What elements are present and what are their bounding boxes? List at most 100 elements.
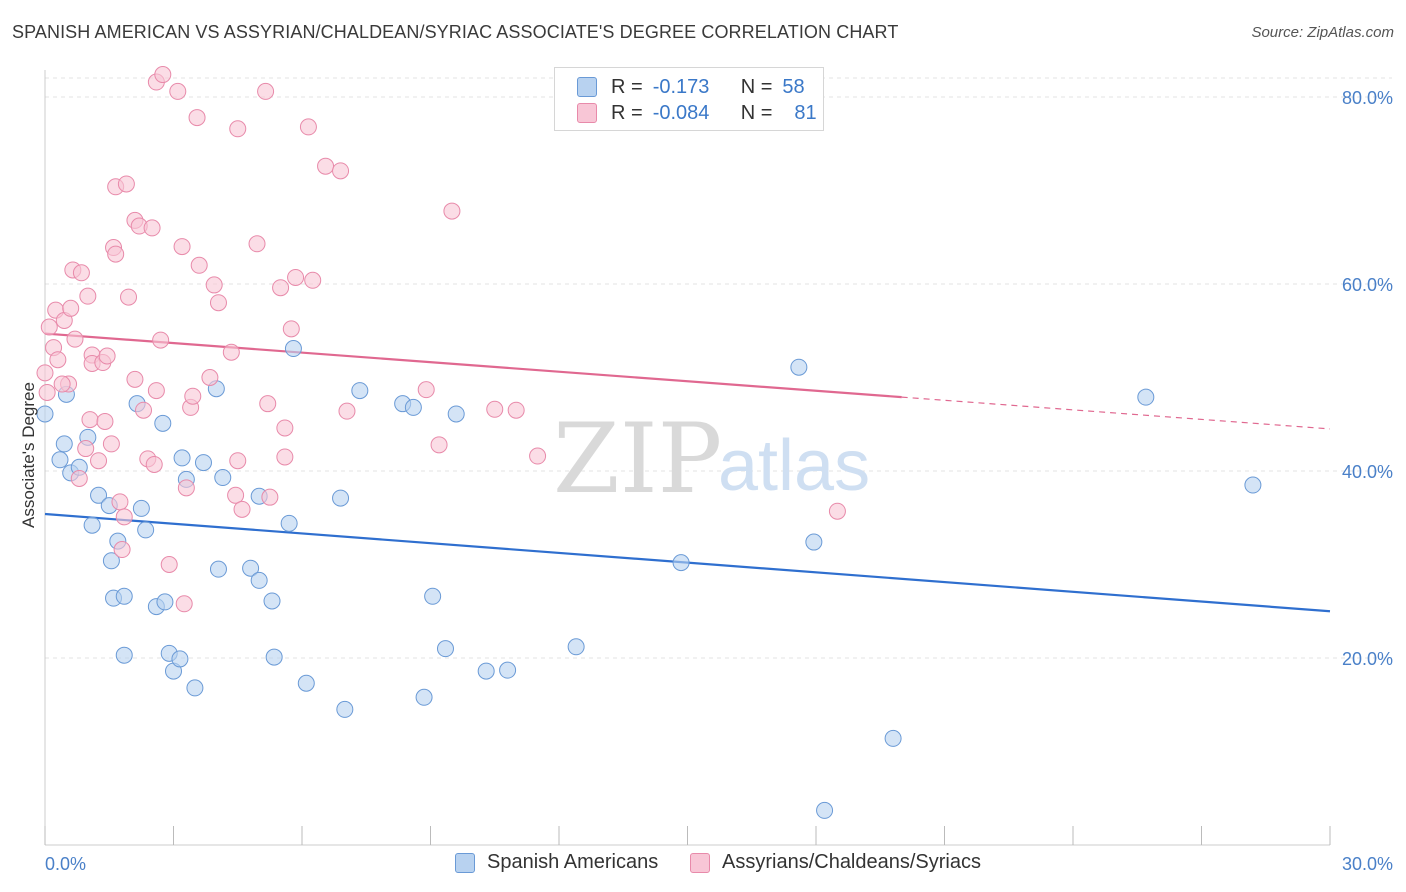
point-assyrians: [317, 157, 335, 175]
point-assyrians: [36, 364, 54, 382]
point-assyrians: [222, 343, 240, 361]
point-spanish-americans: [447, 405, 465, 423]
chart-source: Source: ZipAtlas.com: [1251, 24, 1394, 41]
point-spanish-americans: [884, 729, 902, 747]
point-assyrians: [188, 109, 206, 127]
point-spanish-americans: [263, 592, 281, 610]
point-spanish-americans: [242, 559, 260, 577]
point-spanish-americans: [156, 593, 174, 611]
point-assyrians: [229, 120, 247, 138]
y-tick-label: 60.0%: [1342, 275, 1393, 295]
point-assyrians: [72, 264, 90, 282]
point-assyrians: [175, 595, 193, 613]
point-spanish-americans: [332, 489, 350, 507]
point-spanish-americans: [672, 554, 690, 572]
point-assyrians: [49, 351, 67, 369]
point-assyrians: [272, 279, 290, 297]
point-spanish-americans: [297, 674, 315, 692]
legend-n-label: N =: [740, 75, 773, 98]
point-spanish-americans: [280, 514, 298, 532]
point-assyrians: [98, 347, 116, 365]
point-assyrians: [147, 382, 165, 400]
legend-row-assyrians: R = -0.084 N = 81: [577, 100, 817, 126]
point-assyrians: [259, 395, 277, 413]
legend-row-spanish-americans: R = -0.173 N = 58: [577, 74, 805, 100]
axes: [44, 70, 1331, 846]
point-assyrians: [227, 486, 245, 504]
point-assyrians: [529, 447, 547, 465]
point-assyrians: [299, 118, 317, 136]
point-spanish-americans: [115, 646, 133, 664]
watermark-zip: ZIP: [553, 403, 722, 515]
watermark-atlas: atlas: [718, 426, 870, 506]
point-spanish-americans: [816, 801, 834, 819]
point-spanish-americans: [404, 398, 422, 416]
series-legend-assyrians: Assyrians/Chaldeans/Syriacs: [690, 851, 981, 874]
x-tick-label: 0.0%: [45, 854, 86, 874]
point-spanish-americans: [132, 499, 150, 517]
point-spanish-americans: [51, 451, 69, 469]
stats-legend: R = -0.173 N = 58 R = -0.084 N = 81: [554, 67, 824, 131]
point-assyrians: [96, 412, 114, 430]
point-assyrians: [201, 369, 219, 386]
point-assyrians: [77, 440, 95, 458]
point-assyrians: [169, 82, 187, 100]
point-spanish-americans: [186, 679, 204, 697]
point-assyrians: [102, 435, 120, 453]
legend-r-value: -0.084: [652, 101, 710, 124]
trend-line-assyrians: [44, 332, 902, 399]
pink-swatch: [577, 103, 597, 123]
watermark: ZIP atlas: [553, 403, 870, 515]
legend-n-label: N =: [740, 101, 773, 124]
point-assyrians: [184, 387, 202, 405]
point-assyrians: [338, 402, 356, 420]
point-assyrians: [107, 245, 125, 263]
chart-title: SPANISH AMERICAN VS ASSYRIAN/CHALDEAN/SY…: [12, 22, 899, 42]
point-spanish-americans: [336, 700, 354, 718]
point-assyrians: [113, 541, 131, 559]
point-assyrians: [160, 556, 178, 573]
point-assyrians: [507, 401, 525, 419]
point-spanish-americans: [1137, 388, 1155, 406]
point-assyrians: [117, 175, 135, 193]
point-assyrians: [332, 162, 350, 180]
point-assyrians: [261, 488, 279, 506]
point-assyrians: [66, 330, 84, 348]
point-assyrians: [79, 287, 97, 305]
point-spanish-americans: [55, 435, 73, 453]
point-spanish-americans: [250, 571, 268, 589]
point-assyrians: [430, 436, 448, 454]
data-points: [36, 66, 1262, 819]
point-spanish-americans: [477, 662, 495, 680]
point-spanish-americans: [209, 560, 227, 578]
point-spanish-americans: [173, 449, 191, 467]
point-assyrians: [276, 419, 294, 437]
point-assyrians: [486, 400, 504, 418]
point-assyrians: [111, 493, 129, 511]
point-spanish-americans: [102, 552, 120, 570]
point-assyrians: [115, 508, 133, 526]
point-spanish-americans: [284, 340, 302, 358]
legend-n-value: 58: [782, 75, 805, 98]
point-assyrians: [190, 256, 208, 274]
point-spanish-americans: [214, 469, 232, 487]
y-tick-label: 20.0%: [1342, 649, 1393, 669]
point-assyrians: [304, 271, 322, 289]
point-assyrians: [152, 331, 170, 349]
series-legend: Spanish Americans Assyrians/Chaldeans/Sy…: [0, 851, 1406, 877]
point-assyrians: [177, 479, 195, 497]
point-spanish-americans: [424, 587, 442, 605]
point-assyrians: [287, 268, 305, 286]
point-spanish-americans: [790, 358, 808, 376]
point-spanish-americans: [805, 533, 823, 551]
point-spanish-americans: [265, 648, 283, 666]
legend-n-value: 81: [794, 101, 817, 124]
point-assyrians: [257, 82, 275, 100]
point-assyrians: [173, 238, 191, 256]
point-spanish-americans: [499, 661, 517, 679]
y-tick-label: 80.0%: [1342, 88, 1393, 108]
legend-r-label: R =: [611, 101, 643, 124]
point-spanish-americans: [194, 454, 212, 472]
point-assyrians: [126, 370, 144, 388]
